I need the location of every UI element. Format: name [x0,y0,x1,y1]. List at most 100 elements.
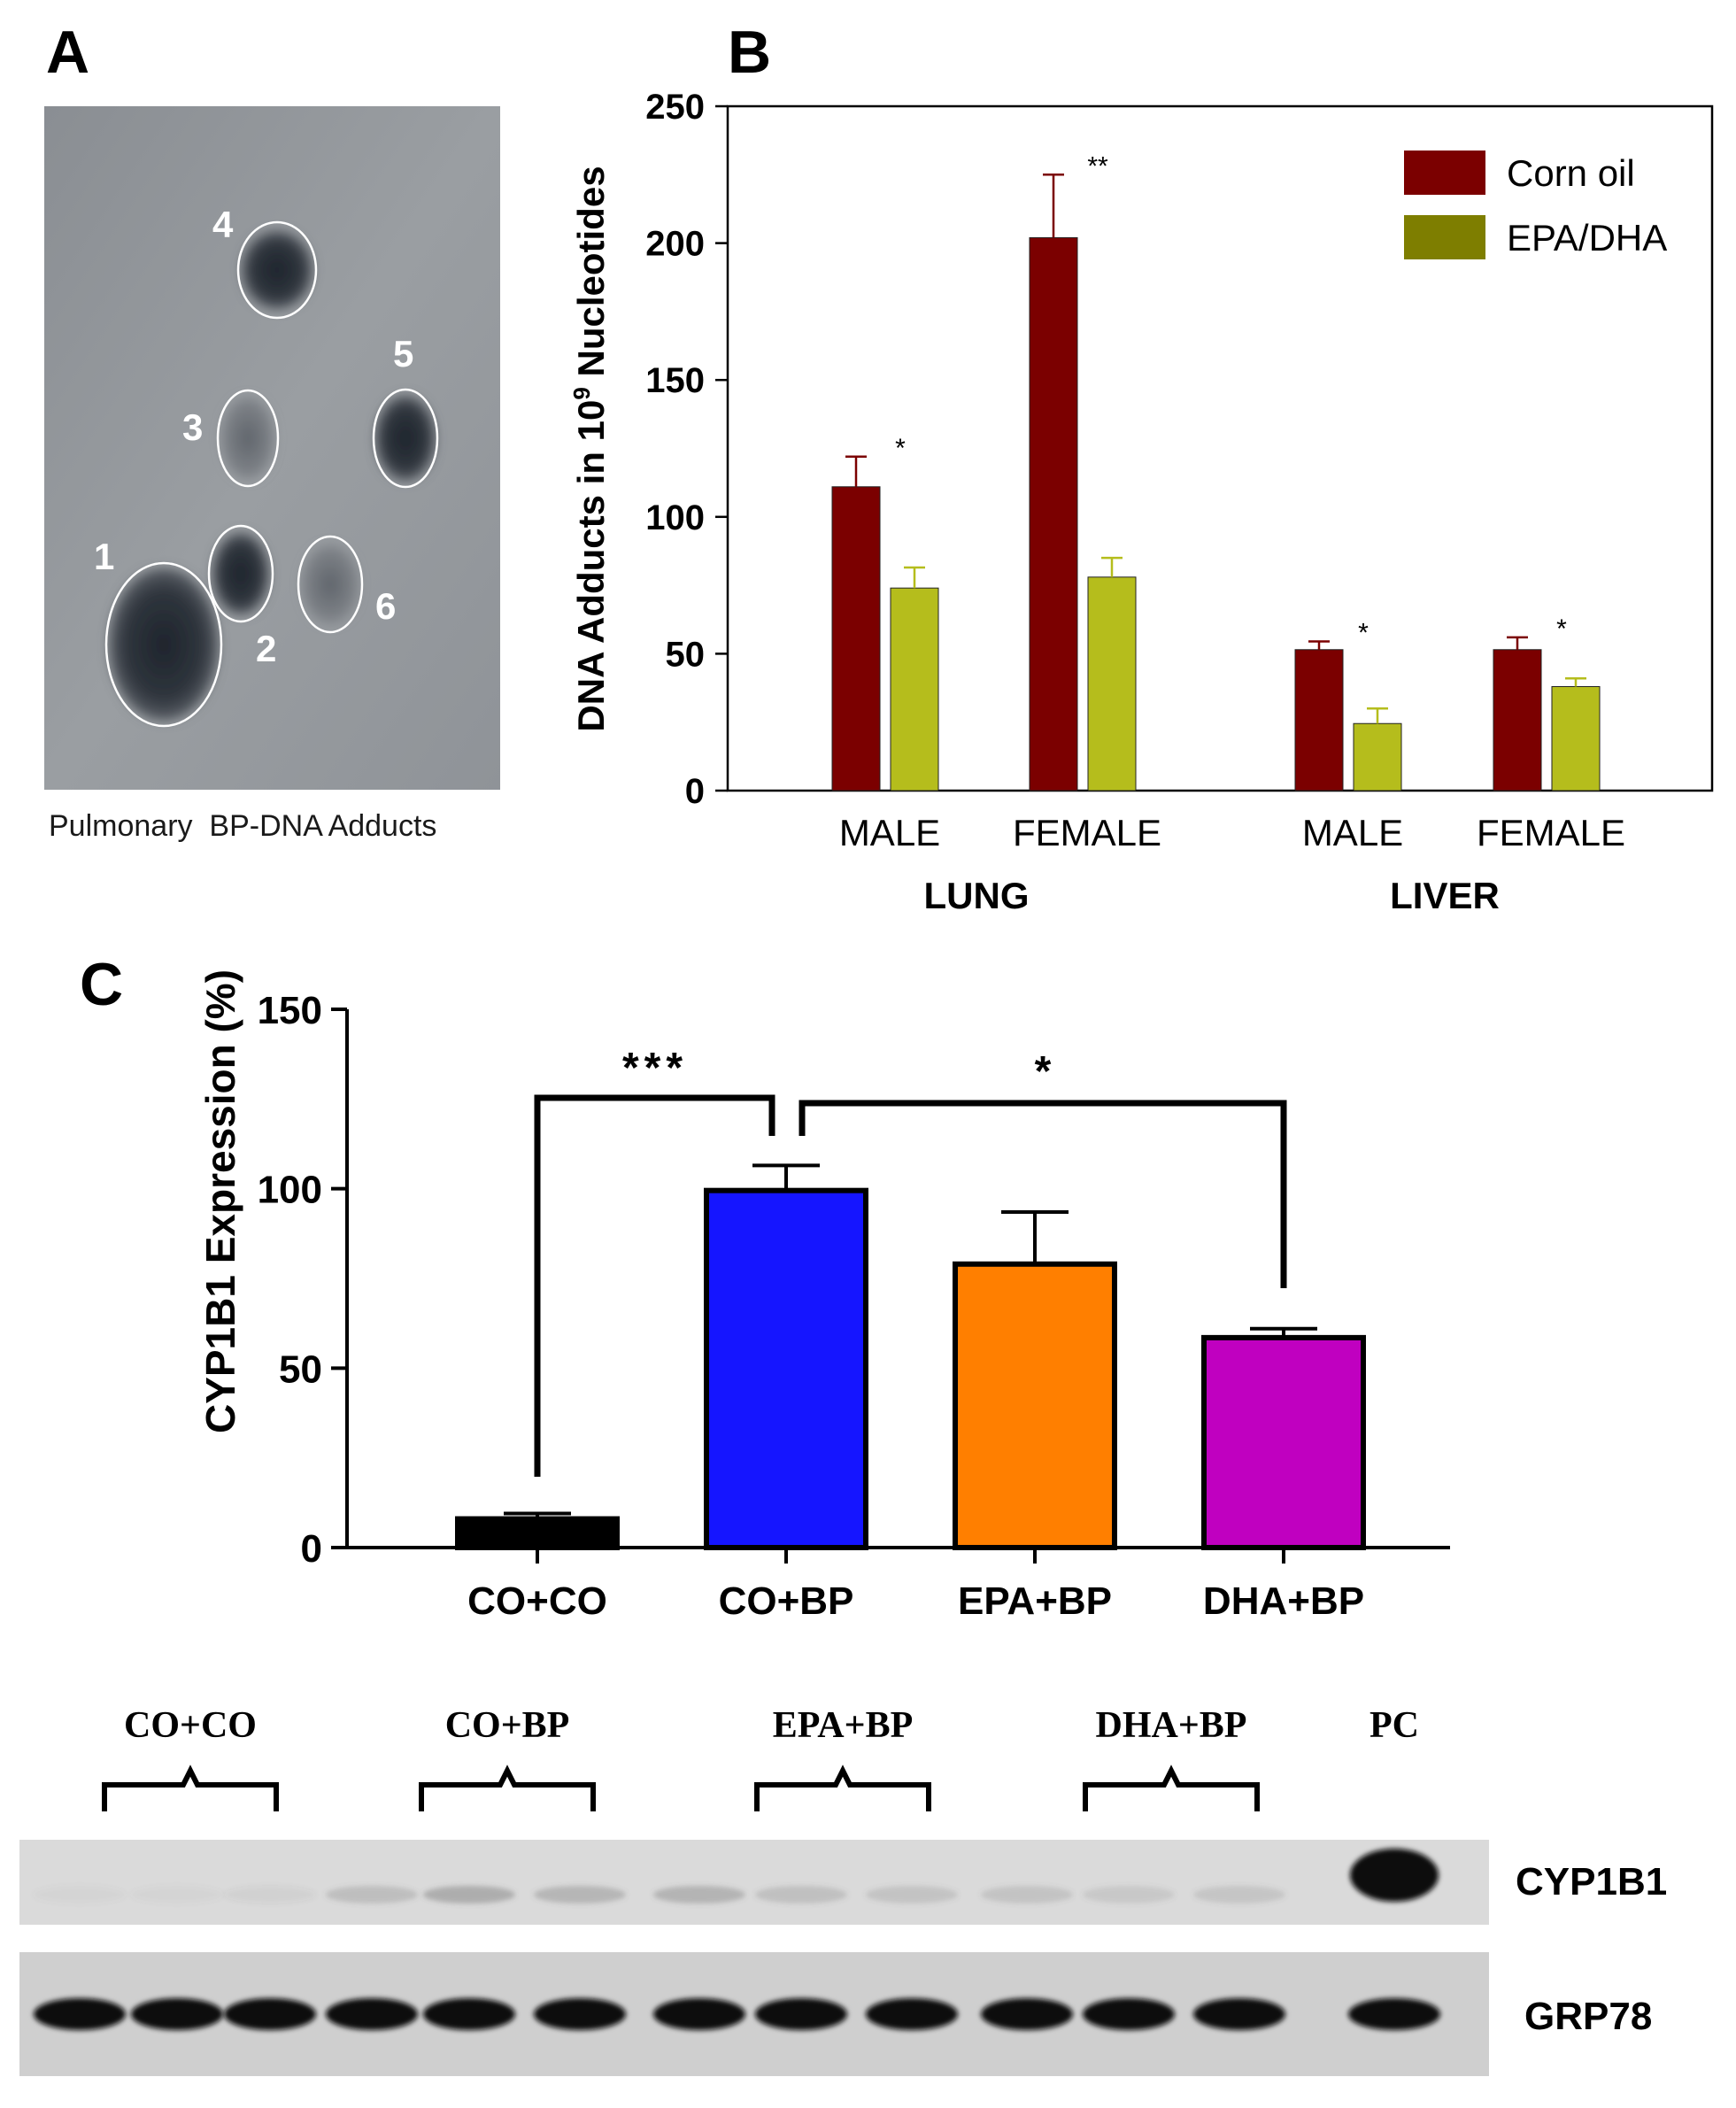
grp78-band [534,1998,626,2030]
significance-star: * [895,434,906,463]
bar-co-co [455,1516,620,1551]
chart-b-y-tick-label: 150 [645,361,705,400]
spot-label-2: 2 [256,628,276,669]
cyp1b1-band [755,1886,847,1903]
blot-group-bracket [1083,1764,1260,1811]
significance-star: * [1556,614,1567,644]
western-blot: CO+CO CO+BP EPA+BP DHA+BP PC CYP1B1 GRP78 [19,1705,1667,2076]
panel-a: A 1 2 3 4 5 6 Pulmonary BP-DNA Adducts [44,19,500,843]
blot-group-label: CO+BP [445,1705,570,1746]
cyp1b1-band [224,1886,316,1903]
cyp1b1-band [866,1886,958,1903]
cyp1b1-band [131,1886,223,1903]
blot-group-labels: CO+CO CO+BP EPA+BP DHA+BP [102,1705,1260,1811]
spot-label-4: 4 [212,204,234,245]
cyp1b1-band-pc [1350,1849,1439,1902]
grp78-band [423,1998,515,2030]
chart-b-frame [726,104,1714,792]
cyp1b1-band [326,1886,418,1903]
blot-row-label-cyp1b1: CYP1B1 [1516,1860,1667,1903]
legend-swatch-epa-dha [1404,215,1485,259]
bar-dha-bp [1201,1334,1366,1550]
grp78-band [326,1998,418,2030]
adduct-spot-5 [375,396,436,481]
grp78-band [653,1998,745,2030]
blot-pc-label: PC [1370,1705,1419,1746]
bar-epa-bp [953,1261,1117,1550]
bar-corn-oil-3 [1493,649,1542,791]
chart-b-y-tick-label: 50 [666,635,706,674]
spot-label-6: 6 [375,585,396,627]
chart-c-plot-area: CO+CO CO+BP EPA+BP DHA+BP [455,1163,1366,1623]
chart-b-y-axis: 0 50 100 150 200 250 [645,88,728,811]
grp78-band [1348,1998,1440,2030]
grp78-band [866,1998,958,2030]
blot-group-bracket [754,1764,931,1811]
legend-label-epa-dha: EPA/DHA [1507,217,1667,259]
chart-c-y-tick-label: 50 [279,1347,322,1391]
panel-letter-b: B [728,19,771,86]
bar-co-bp [704,1187,868,1551]
cyp1b1-band [423,1886,515,1903]
chart-b-x-tick-label: FEMALE [1477,812,1625,853]
comparison-bracket-co-bp-dha-bp [799,1100,1287,1288]
comparison-label-2: * [1035,1048,1052,1095]
adduct-spot-2 [212,533,269,614]
legend-label-corn-oil: Corn oil [1507,152,1635,194]
chart-b-group-label-liver: LIVER [1390,875,1500,916]
comparison-bracket-co-co-co-bp [534,1094,775,1477]
chart-b-legend: Corn oil EPA/DHA [1404,151,1667,259]
chart-c-x-tick-label: DHA+BP [1203,1579,1364,1623]
panel-letter-c: C [80,951,123,1018]
bar-epa-dha-2 [1353,722,1402,791]
bar-corn-oil-0 [831,486,881,791]
blot-group-label: EPA+BP [773,1705,913,1746]
significance-star: ** [1087,151,1108,181]
grp78-band [1193,1998,1285,2030]
blot-group-label: DHA+BP [1096,1705,1247,1746]
chart-b-plot-area: **** * [831,151,1601,791]
cyp1b1-band [34,1886,126,1903]
blot-group-bracket [419,1764,596,1811]
bar-corn-oil-2 [1294,649,1344,791]
blot-group-label: CO+CO [124,1705,257,1746]
blot-bands [34,1849,1440,2030]
blot-group-bracket [102,1764,279,1811]
comparison-label-1: *** [622,1045,688,1092]
chart-b-x-tick-label: MALE [839,812,940,853]
adduct-spot-3 [221,398,274,479]
blot-cyp1b1-membrane [19,1840,1489,1925]
chart-c-x-tick-label: CO+BP [719,1579,854,1623]
adduct-spot-1 [109,568,219,721]
spot-label-5: 5 [393,333,413,374]
bar-epa-dha-3 [1551,686,1601,791]
chart-b-y-tick-label: 250 [645,88,705,127]
bar-epa-dha-1 [1087,576,1137,791]
chart-c-x-tick-label: CO+CO [467,1579,607,1623]
chart-c-x-tick-label: EPA+BP [958,1579,1112,1623]
adduct-spot-6 [302,545,359,623]
chart-b-x-tick-label: FEMALE [1013,812,1161,853]
chart-b-y-label: DNA Adducts in 109 Nucleotides [568,166,612,731]
grp78-band [224,1998,316,2030]
cyp1b1-band [653,1886,745,1903]
grp78-band [131,1998,223,2030]
chart-b-x-tick-label: MALE [1302,812,1403,853]
bar-epa-dha-0 [890,587,939,791]
grp78-band [34,1998,126,2030]
spot-label-1: 1 [94,536,114,577]
chart-c-y-tick-label: 150 [258,989,322,1032]
panel-letter-a: A [46,19,89,86]
blot-row-label-grp78: GRP78 [1524,1995,1652,2038]
grp78-band [1083,1998,1175,2030]
bar-corn-oil-1 [1029,236,1078,791]
legend-swatch-corn-oil [1404,151,1485,195]
chart-b-y-tick-label: 200 [645,225,705,264]
chart-b-group-label-lung: LUNG [924,875,1030,916]
cyp1b1-band [981,1886,1073,1903]
significance-star: * [1358,618,1369,647]
chart-b-y-tick-label: 0 [685,772,705,811]
cyp1b1-band [534,1886,626,1903]
